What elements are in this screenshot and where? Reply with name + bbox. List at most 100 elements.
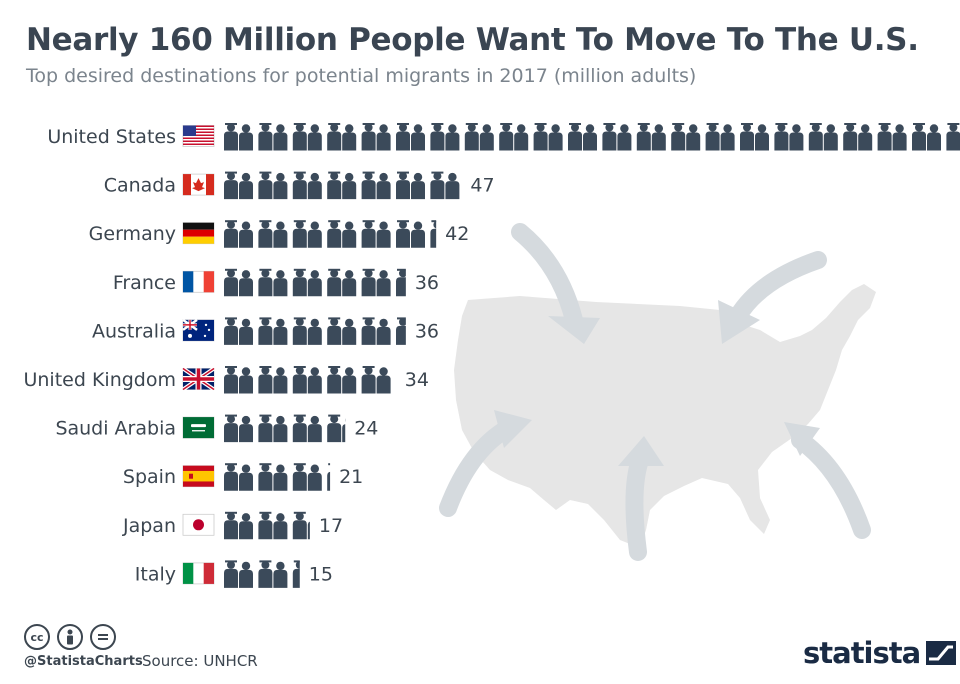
person-icon	[877, 123, 907, 151]
germany-flag-icon	[182, 222, 215, 245]
person-icon	[292, 268, 322, 297]
person-icon	[292, 366, 322, 394]
person-icon	[224, 366, 253, 394]
person-icon	[224, 171, 253, 200]
spain-flag-icon	[182, 465, 215, 488]
no-derivatives-icon	[90, 624, 116, 650]
arrow-east-head	[784, 422, 820, 456]
chart-row: Australia 36	[92, 317, 439, 345]
pictogram-bar	[224, 560, 300, 588]
chart-row: France 36	[113, 268, 439, 297]
pictogram-bar	[224, 268, 406, 297]
chart-subtitle: Top desired destinations for potential m…	[26, 65, 697, 87]
chart-row: Germany 42	[89, 220, 469, 248]
person-icon	[258, 317, 288, 345]
value-label: 42	[445, 223, 469, 245]
person-icon	[258, 366, 288, 394]
uk-flag-icon	[181, 366, 216, 392]
chart-row: United States158	[47, 123, 960, 151]
person-icon	[292, 511, 310, 540]
category-label: Italy	[135, 563, 176, 585]
person-icon	[361, 268, 391, 297]
person-icon	[327, 268, 357, 297]
chart-row: Canada 47	[104, 171, 495, 200]
person-icon	[292, 463, 322, 491]
person-icon	[636, 123, 666, 151]
person-icon	[671, 123, 701, 151]
person-icon	[430, 171, 460, 200]
japan-flag-icon	[182, 513, 215, 536]
person-icon	[361, 366, 391, 394]
category-label: Japan	[122, 515, 176, 537]
pictogram-bar	[224, 511, 310, 540]
attribution-icon	[57, 624, 83, 650]
person-icon	[224, 463, 253, 491]
pictogram-bar	[224, 414, 346, 443]
us-flag-icon	[182, 125, 215, 147]
person-icon	[258, 171, 288, 200]
arrow-northwest	[511, 223, 583, 329]
pictogram-bar	[224, 317, 406, 345]
person-icon	[499, 123, 529, 151]
pictogram-bar	[224, 366, 391, 394]
person-icon	[258, 268, 288, 297]
chart-title: Nearly 160 Million People Want To Move T…	[26, 22, 919, 58]
pictogram-bar	[224, 463, 331, 491]
person-icon	[258, 414, 288, 443]
person-icon	[327, 317, 357, 345]
person-icon	[292, 171, 322, 200]
person-icon	[361, 317, 391, 345]
category-label: Germany	[89, 223, 176, 245]
person-icon	[224, 268, 253, 297]
person-icon	[258, 560, 288, 588]
australia-flag-icon	[182, 318, 215, 342]
category-label: France	[113, 272, 176, 294]
chart-row: Japan 17	[122, 511, 343, 540]
person-icon	[396, 171, 425, 200]
arrow-northwest-head	[548, 316, 600, 344]
statista-logo[interactable]: statista	[803, 636, 957, 670]
person-icon	[327, 123, 357, 151]
canada-flag-icon	[182, 173, 215, 196]
person-icon	[327, 414, 346, 443]
arrow-south-head	[618, 436, 664, 466]
person-icon	[774, 123, 804, 151]
person-icon	[705, 123, 735, 151]
arrow-northeast-head	[718, 300, 760, 344]
person-icon	[396, 123, 425, 151]
person-icon	[292, 123, 322, 151]
person-icon	[912, 123, 941, 151]
person-icon	[396, 220, 425, 248]
person-icon	[327, 366, 357, 394]
person-icon	[808, 123, 838, 151]
france-flag-icon	[182, 270, 215, 293]
category-label: United States	[47, 126, 176, 148]
value-label: 15	[309, 563, 333, 585]
person-icon	[361, 123, 391, 151]
value-label: 21	[339, 466, 363, 488]
pictogram-bar	[224, 171, 460, 200]
pictogram-bar	[224, 123, 960, 151]
category-label: United Kingdom	[23, 369, 176, 391]
us-map-shape	[454, 284, 876, 548]
value-label: 34	[405, 369, 429, 391]
cc-icon: cc	[24, 624, 50, 650]
arrow-east	[791, 431, 871, 539]
person-icon	[327, 171, 357, 200]
person-icon	[568, 123, 597, 151]
category-label: Saudi Arabia	[55, 418, 176, 440]
person-icon	[533, 123, 563, 151]
arrow-south	[625, 451, 649, 561]
person-icon	[361, 220, 391, 248]
person-icon	[224, 560, 253, 588]
chart-row: Italy 15	[135, 560, 333, 588]
pictogram-bar	[224, 220, 437, 248]
source-note: Source: UNHCR	[142, 652, 258, 670]
person-icon	[258, 511, 288, 540]
person-icon	[258, 123, 288, 151]
person-icon	[430, 123, 460, 151]
statista-wordmark: statista	[803, 636, 921, 670]
person-icon	[292, 220, 322, 248]
italy-flag-icon	[182, 562, 215, 585]
